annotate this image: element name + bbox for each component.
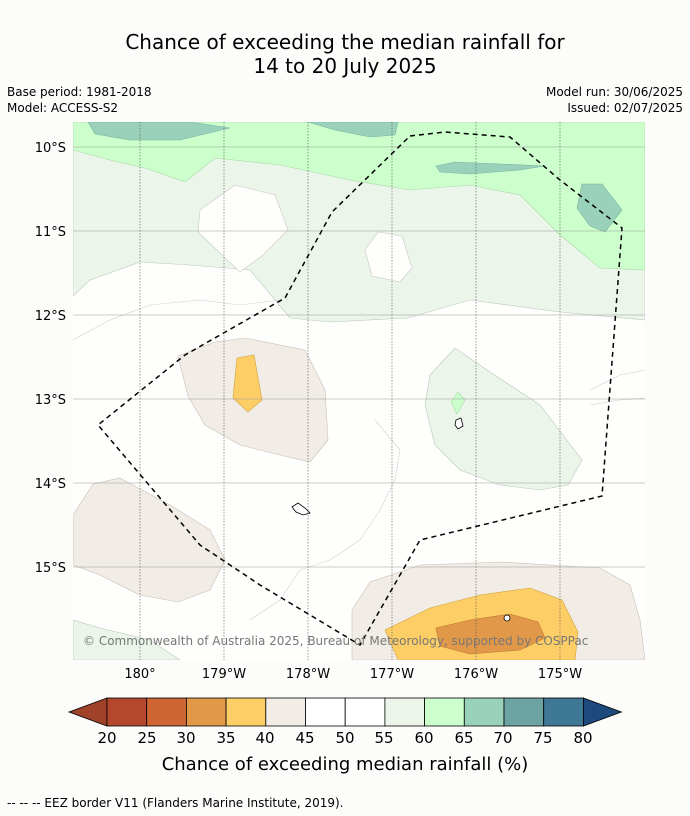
colorbar-tick: 20 <box>97 729 116 747</box>
colorbar-tick: 45 <box>295 729 314 747</box>
title-line-1: Chance of exceeding the median rainfall … <box>125 30 565 54</box>
colorbar-segment <box>305 697 346 727</box>
chart-title: Chance of exceeding the median rainfall … <box>0 30 690 78</box>
colorbar-tick: 35 <box>216 729 235 747</box>
region-65-70-a <box>87 122 231 141</box>
copyright-text: © Commonwealth of Australia 2025, Bureau… <box>83 634 588 648</box>
lat-label: 12°S <box>35 309 66 324</box>
colorbar-segment <box>543 697 584 727</box>
colorbar-segment <box>503 697 545 727</box>
island-1 <box>454 417 464 430</box>
lat-labels: 10°S 11°S 12°S 13°S 14°S 15°S <box>35 141 66 576</box>
eez-border <box>96 131 623 647</box>
region-55-60-east <box>424 347 583 491</box>
contour-line-3 <box>589 397 645 406</box>
lon-label: 179°W <box>202 667 246 682</box>
colorbar-segment <box>463 697 505 727</box>
region-40-45-b <box>73 477 226 603</box>
region-65-70-d <box>576 183 623 233</box>
lon-label: 177°W <box>370 667 414 682</box>
region-30-35 <box>435 613 546 655</box>
lat-label: 13°S <box>35 393 66 408</box>
lat-label: 11°S <box>35 225 66 240</box>
meta-right: Model run: 30/06/2025 Issued: 02/07/2025 <box>546 84 683 116</box>
island-2 <box>291 502 311 516</box>
base-period: Base period: 1981-2018 <box>7 85 152 99</box>
eez-legend: -- -- -- EEZ border V11 (Flanders Marine… <box>7 796 344 810</box>
colorbar-label: Chance of exceeding median rainfall (%) <box>161 754 529 775</box>
island-3 <box>503 614 511 622</box>
title-line-2: 14 to 20 July 2025 <box>253 54 437 78</box>
colorbar <box>67 697 623 727</box>
colorbar-segment <box>424 697 465 727</box>
colorbar-tick: 80 <box>573 729 592 747</box>
colorbar-segment <box>344 697 386 727</box>
colorbar-segment <box>384 697 425 727</box>
model-name: Model: ACCESS-S2 <box>7 101 119 115</box>
colorbar-tick: 70 <box>493 729 512 747</box>
colorbar-arrow-low <box>67 697 108 727</box>
region-white-2 <box>364 231 413 283</box>
region-60-65 <box>73 122 645 271</box>
colorbar-tick: 75 <box>533 729 552 747</box>
lat-label: 15°S <box>35 561 66 576</box>
contour-line-4 <box>249 419 401 621</box>
lat-label: 10°S <box>35 141 66 156</box>
colorbar-segment <box>225 697 267 727</box>
colorbar-tick: 50 <box>335 729 354 747</box>
meta-left: Base period: 1981-2018 Model: ACCESS-S2 <box>7 84 152 116</box>
lon-label: 176°W <box>454 667 498 682</box>
region-55-60-south <box>73 619 181 660</box>
region-white-1 <box>197 184 289 273</box>
contour-line-2 <box>589 369 645 391</box>
region-65-70-c <box>435 161 546 175</box>
map-area: © Commonwealth of Australia 2025, Bureau… <box>73 122 645 660</box>
region-60-65-small <box>450 391 466 415</box>
colorbar-segment <box>146 697 187 727</box>
colorbar-arrow-high <box>583 697 623 727</box>
model-run: Model run: 30/06/2025 <box>545 85 683 99</box>
lon-label: 180° <box>124 667 155 682</box>
colorbar-tick: 65 <box>454 729 473 747</box>
colorbar-segment <box>265 697 306 727</box>
colorbar-tick: 30 <box>176 729 195 747</box>
lon-label: 178°W <box>286 667 330 682</box>
colorbar-tick: 55 <box>374 729 393 747</box>
lon-labels: 180° 179°W 178°W 177°W 176°W 175°W <box>124 667 582 682</box>
region-35-40-a <box>232 354 263 413</box>
colorbar-tick: 40 <box>255 729 274 747</box>
colorbar-segment <box>106 697 148 727</box>
region-65-70-b <box>307 122 399 138</box>
gridlines <box>73 122 645 660</box>
colorbar-tick: 60 <box>414 729 433 747</box>
contour-line-1 <box>73 299 281 341</box>
lon-label: 175°W <box>538 667 582 682</box>
colorbar-tick: 25 <box>137 729 156 747</box>
issued-date: Issued: 02/07/2025 <box>567 101 683 115</box>
lat-label: 14°S <box>35 477 66 492</box>
colorbar-segment <box>185 697 227 727</box>
colorbar-ticks: 20 25 30 35 40 45 50 55 60 65 70 75 80 <box>97 729 592 747</box>
